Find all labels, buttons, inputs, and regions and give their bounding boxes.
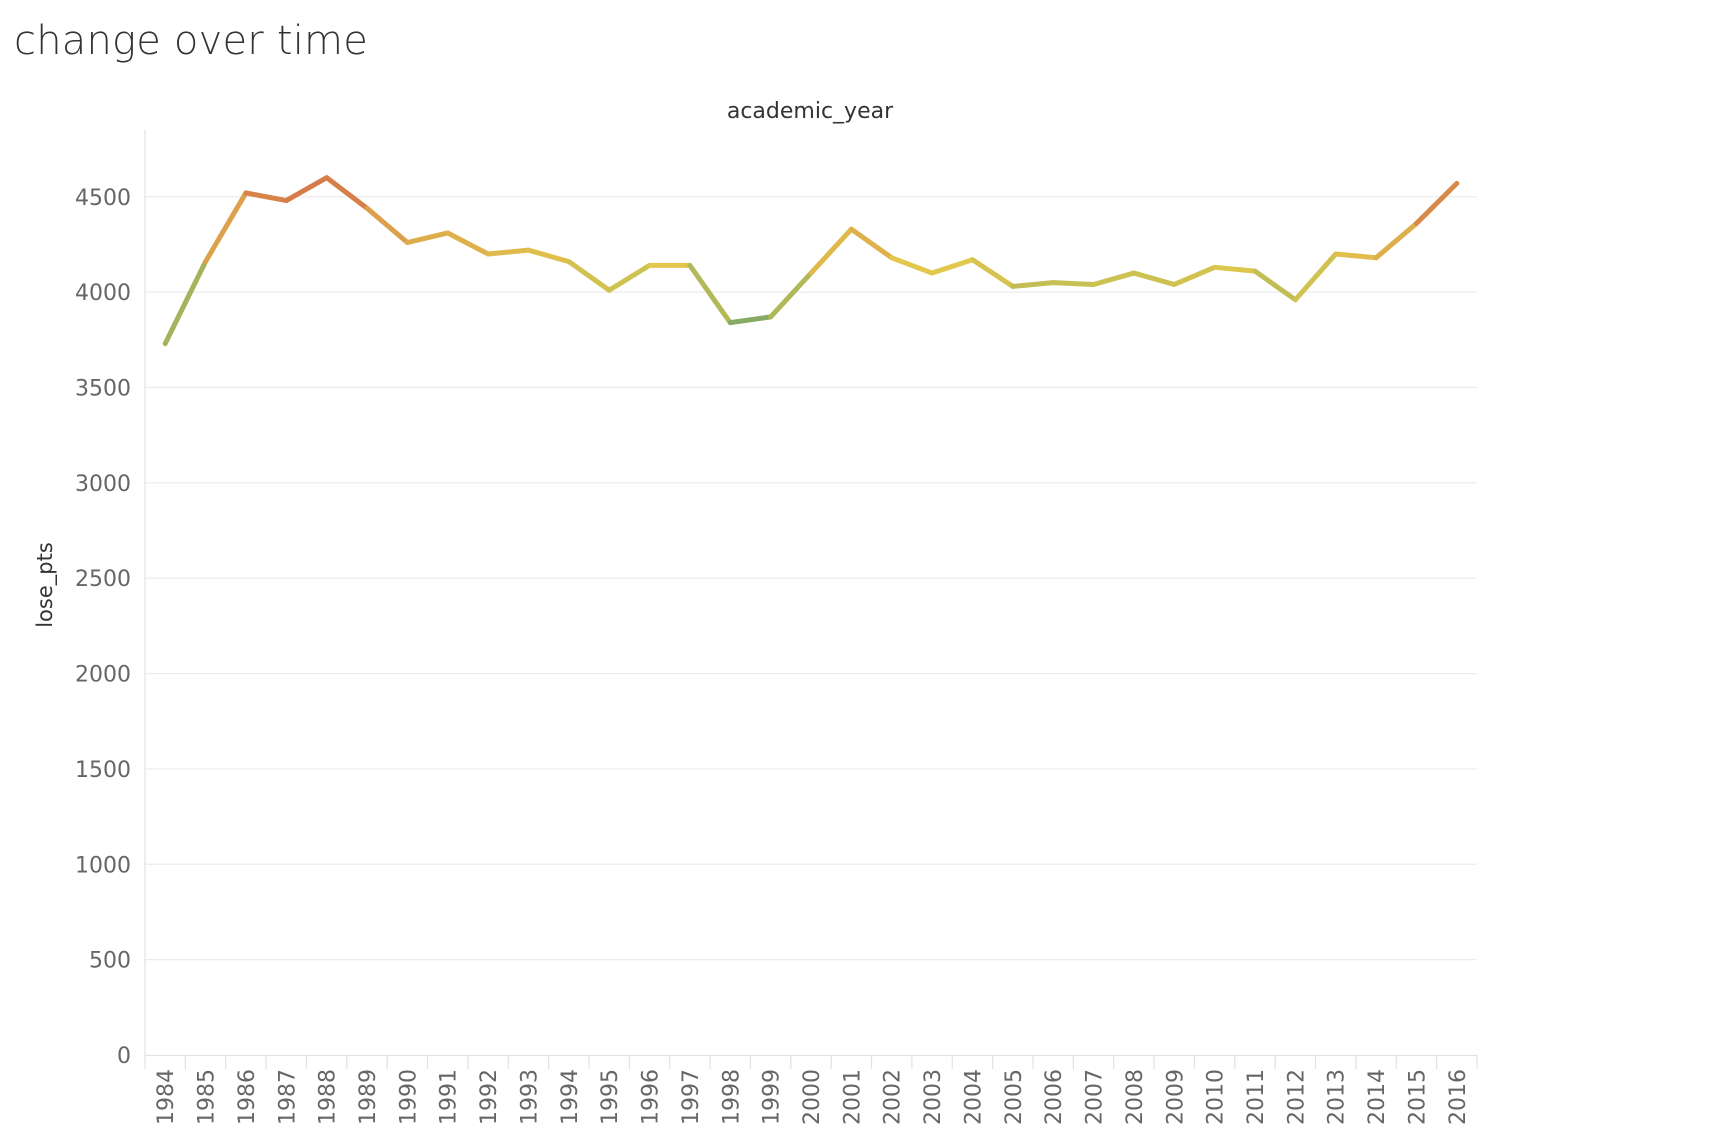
line-segment-1987-1988 — [283, 175, 330, 204]
x-tick-label-2000: 2000 — [800, 1069, 825, 1125]
line-segment-2014-2015 — [1373, 220, 1419, 261]
x-tick-label-2003: 2003 — [921, 1069, 946, 1125]
x-tick-label-2010: 2010 — [1204, 1069, 1229, 1125]
y-tick-label-1500: 1500 — [75, 758, 131, 783]
line-segment-2013-2014 — [1333, 251, 1379, 261]
x-tick-label-1998: 1998 — [719, 1069, 744, 1125]
line-segment-2005-2006 — [1010, 280, 1056, 289]
x-tick-label-1990: 1990 — [396, 1069, 421, 1125]
x-tick-label-2004: 2004 — [961, 1069, 986, 1125]
line-segment-1991-1992 — [445, 230, 491, 257]
line-segment-1992-1993 — [485, 247, 531, 257]
line-segment-2003-2004 — [929, 257, 975, 276]
line-segment-2008-2009 — [1131, 270, 1177, 287]
x-tick-label-1997: 1997 — [679, 1069, 704, 1125]
x-tick-label-1987: 1987 — [275, 1069, 300, 1125]
line-segment-2007-2008 — [1091, 270, 1137, 287]
x-tick-label-1999: 1999 — [760, 1069, 785, 1125]
x-axis-ticks: 1984 1985 1986 1987 1988 1989 1990 1991 1992 1993… — [144, 1055, 1478, 1125]
axes — [144, 130, 1477, 1057]
x-tick-label-2014: 2014 — [1365, 1069, 1390, 1125]
line-segment-1993-1994 — [525, 247, 572, 265]
y-tick-label-500: 500 — [89, 949, 131, 974]
line-segment-1999-2000 — [768, 270, 814, 320]
y-tick-label-4000: 4000 — [75, 281, 131, 306]
gridlines — [145, 196, 1477, 961]
x-tick-label-1989: 1989 — [356, 1069, 381, 1125]
x-tick-label-2011: 2011 — [1244, 1069, 1269, 1125]
page-title: change over time — [14, 18, 369, 64]
line-segment-2015-2016 — [1413, 180, 1460, 226]
x-tick-label-1995: 1995 — [598, 1069, 623, 1125]
line-segment-1997-1998 — [687, 262, 733, 326]
x-tick-label-2002: 2002 — [881, 1069, 906, 1125]
series-lose-pts — [162, 175, 1460, 347]
y-tick-label-1000: 1000 — [75, 853, 131, 878]
x-tick-label-1994: 1994 — [558, 1069, 583, 1125]
y-tick-label-2500: 2500 — [75, 567, 131, 592]
x-tick-label-2016: 2016 — [1446, 1069, 1471, 1125]
x-tick-label-1992: 1992 — [477, 1069, 502, 1125]
line-segment-2000-2001 — [808, 226, 854, 276]
x-axis-title: academic_year — [727, 99, 894, 124]
y-tick-label-0: 0 — [117, 1044, 131, 1069]
x-tick-label-1996: 1996 — [639, 1069, 664, 1125]
y-tick-label-4500: 4500 — [75, 186, 131, 211]
line-segment-1985-1986 — [203, 190, 249, 265]
line-segment-2001-2002 — [848, 226, 895, 261]
line-segment-2002-2003 — [889, 255, 935, 276]
line-segment-2009-2010 — [1171, 264, 1218, 287]
y-tick-label-3500: 3500 — [75, 376, 131, 401]
x-tick-label-1988: 1988 — [316, 1069, 341, 1125]
line-segment-2004-2005 — [969, 257, 1016, 289]
x-tick-label-2015: 2015 — [1405, 1069, 1430, 1125]
line-segment-1989-1990 — [364, 205, 410, 246]
line-segment-1998-1999 — [727, 314, 774, 326]
line-segment-1995-1996 — [606, 262, 653, 293]
x-tick-label-2008: 2008 — [1123, 1069, 1148, 1125]
y-axis-ticks: 0 500 1000 1500 2000 2500 3000 3500 4000 4500 — [75, 186, 131, 1069]
x-tick-label-1986: 1986 — [235, 1069, 260, 1125]
line-segment-2006-2007 — [1050, 280, 1097, 287]
line-segment-1984-1985 — [162, 259, 209, 347]
x-tick-label-2009: 2009 — [1163, 1069, 1188, 1125]
line-segment-1990-1991 — [404, 230, 451, 246]
line-segment-1988-1989 — [324, 175, 370, 211]
y-tick-label-2000: 2000 — [75, 663, 131, 688]
line-segment-1994-1995 — [566, 259, 612, 293]
x-tick-label-1993: 1993 — [517, 1069, 542, 1125]
x-tick-label-2006: 2006 — [1042, 1069, 1067, 1125]
y-axis-title: lose_pts — [33, 542, 58, 628]
x-tick-label-2005: 2005 — [1002, 1069, 1027, 1125]
line-segment-1986-1987 — [243, 190, 289, 204]
line-segment-2012-2013 — [1292, 251, 1339, 303]
x-tick-label-2013: 2013 — [1325, 1069, 1350, 1125]
line-segment-2011-2012 — [1252, 268, 1298, 303]
x-tick-label-1991: 1991 — [437, 1069, 462, 1125]
x-tick-label-1984: 1984 — [154, 1069, 179, 1125]
x-tick-label-2012: 2012 — [1284, 1069, 1309, 1125]
line-segment-2010-2011 — [1212, 264, 1258, 274]
x-tick-label-1985: 1985 — [195, 1069, 220, 1125]
y-tick-label-3000: 3000 — [75, 472, 131, 497]
x-tick-label-2001: 2001 — [840, 1069, 865, 1125]
x-tick-label-2007: 2007 — [1083, 1069, 1108, 1125]
